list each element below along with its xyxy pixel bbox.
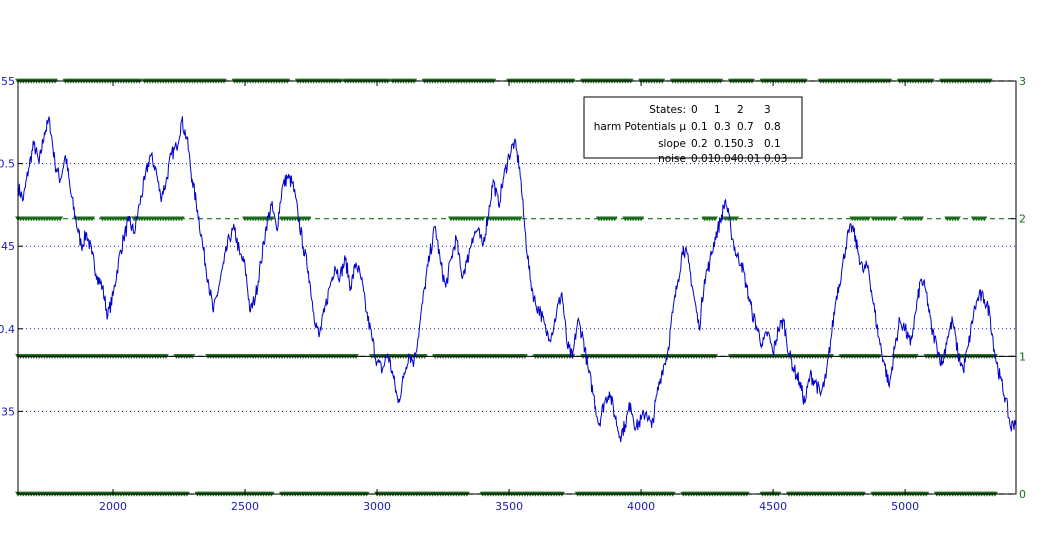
x-tick-label: 2000: [99, 500, 127, 513]
state-marker-2: [917, 216, 924, 222]
y-left-tick-label: 0.5: [0, 158, 15, 171]
legend-cell: 0.04: [714, 153, 738, 165]
state-marker-2: [954, 216, 961, 222]
x-tick-label: 4000: [627, 500, 655, 513]
legend-cell: 0.03: [764, 153, 787, 165]
x-tick-label: 4500: [759, 500, 787, 513]
y-right-tick-label: 2: [1019, 213, 1026, 226]
x-tick-label: 2500: [231, 500, 259, 513]
legend-row-label: harm Potentials μ: [594, 121, 687, 133]
x-tick-label: 5000: [891, 500, 919, 513]
x-tick-label: 3000: [363, 500, 391, 513]
y-left-tick-label: .55: [0, 75, 15, 88]
state-marker-2: [516, 216, 523, 222]
y-right-tick-label: 3: [1019, 75, 1026, 88]
y-right-tick-label: 1: [1019, 350, 1026, 363]
plot-frame: [17, 80, 1017, 495]
y-left-tick-label: 0.4: [0, 323, 15, 336]
x-tick-label: 3500: [495, 500, 523, 513]
state-marker-2: [611, 216, 618, 222]
legend-cell: 2: [737, 104, 744, 116]
state-marker-2: [638, 216, 645, 222]
legend-cell: 0.15: [714, 138, 737, 150]
legend-cell: 1: [714, 104, 721, 116]
state-marker-2: [712, 216, 719, 222]
state-marker-2: [479, 216, 486, 222]
plot-background: [18, 81, 1016, 494]
state-marker-2: [178, 216, 185, 222]
legend-cell: 0.7: [737, 121, 754, 133]
legend-row-label: noise: [658, 153, 686, 165]
legend-cell: 0: [691, 104, 698, 116]
legend-cell: 0.2: [691, 138, 708, 150]
legend-box: [583, 96, 803, 159]
legend-row-label: States:: [649, 104, 686, 116]
y-right-tick-label: 0: [1019, 488, 1026, 501]
state-marker-2: [891, 216, 898, 222]
legend: States: 0 1 2 3 harm Potentials μ 0.1 0.3 0.7 0.8…: [583, 96, 803, 165]
legend-cell: 0.8: [764, 121, 781, 133]
signal-series-line: [17, 116, 1017, 443]
y-left-tick-label: .45: [0, 240, 15, 253]
legend-cell: 0.1: [764, 138, 781, 150]
legend-row-label: slope: [658, 138, 686, 150]
y-left-tick-label: .35: [0, 405, 15, 418]
legend-cell: 3: [764, 104, 771, 116]
legend-cell: 0.3: [714, 121, 731, 133]
state-marker-2: [57, 216, 64, 222]
legend-cell: 0.01: [737, 153, 760, 165]
legend-cell: 0.3: [737, 138, 754, 150]
state-marker-2: [88, 216, 95, 222]
state-marker-2: [981, 216, 988, 222]
legend-cell: 0.1: [691, 121, 708, 133]
state-marker-2: [865, 216, 872, 222]
axis-ticks: 2000250030003500400045005000.350.4.450.5…: [0, 75, 1026, 513]
legend-cell: 0.01: [691, 153, 714, 165]
state-marker-2: [305, 216, 312, 222]
state-marker-2: [733, 216, 740, 222]
